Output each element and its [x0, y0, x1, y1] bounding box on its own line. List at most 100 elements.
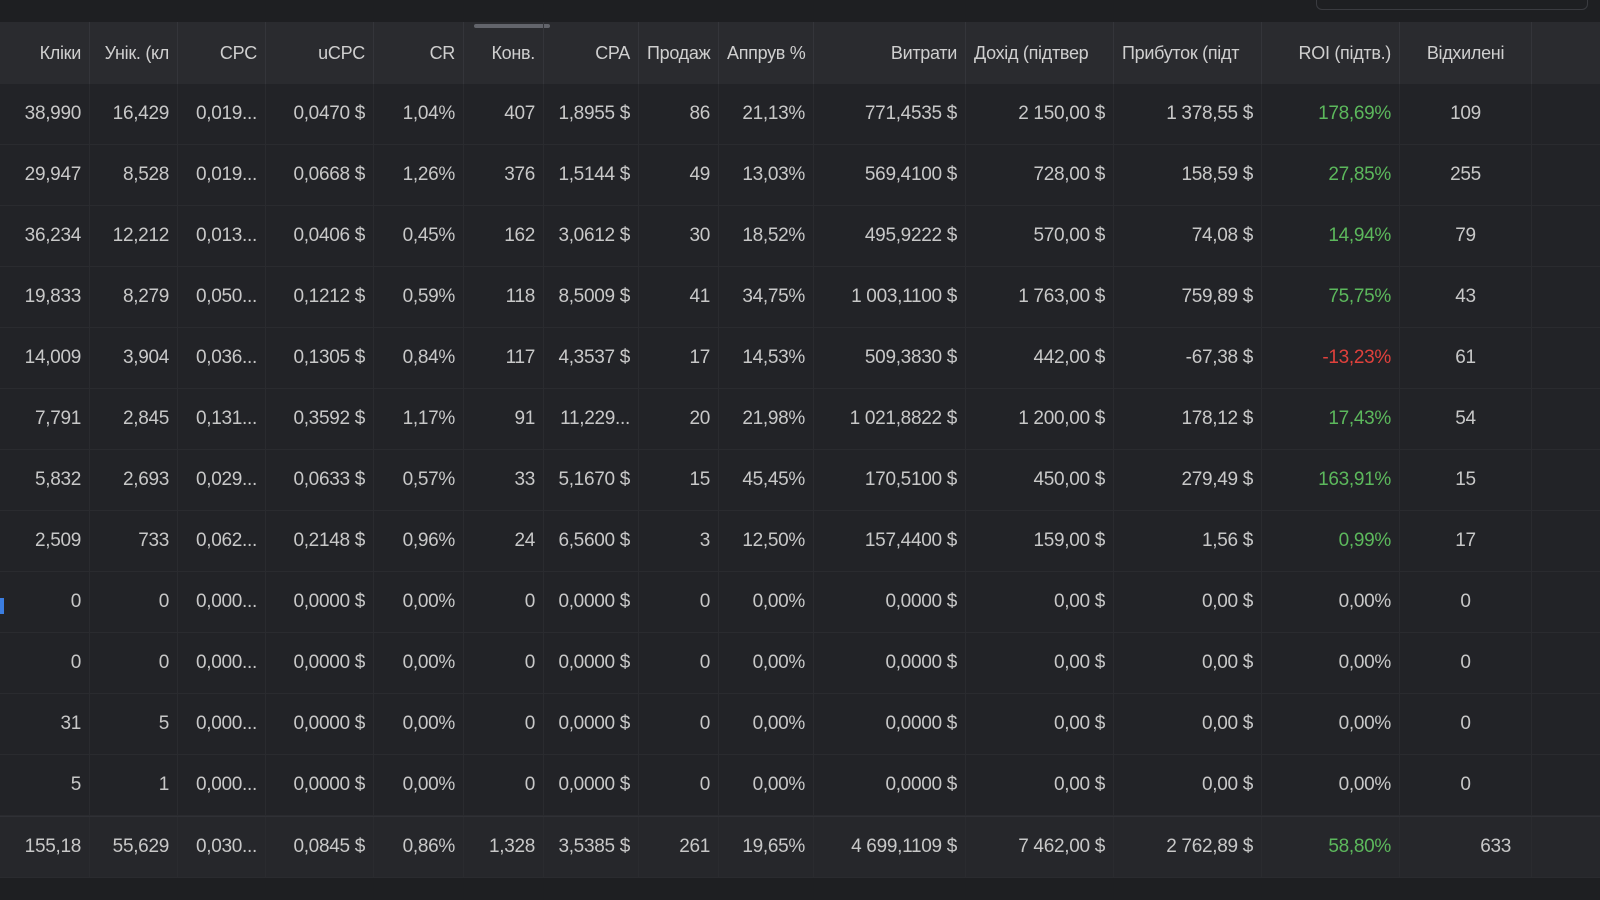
cell-clicks: 31 [0, 694, 90, 754]
col-header-cr[interactable]: CR [374, 22, 464, 84]
cell-unique-clicks: 0 [90, 572, 178, 632]
cell-clicks: 5,832 [0, 450, 90, 510]
cell-profit: 0,00 $ [1114, 633, 1262, 693]
table-row[interactable]: 0 0 0,000... 0,0000 $0,00% 0 0,0000 $0 0,00% 0,… [0, 633, 1600, 694]
cell-unique-clicks: 8,528 [90, 145, 178, 205]
table-row[interactable]: 14,009 3,904 0,036... 0,1305 $0,84% 117 4,353… [0, 328, 1600, 389]
cell-rejected: 17 [1400, 511, 1532, 571]
col-header-costs[interactable]: Витрати [814, 22, 966, 84]
cell-roi: 163,91% [1262, 450, 1400, 510]
col-header-sales[interactable]: Продаж [639, 22, 719, 84]
cell-rejected: 633 [1400, 817, 1532, 877]
cell-cr: 1,17% [374, 389, 464, 449]
cell-ucpc: 0,0633 $ [266, 450, 374, 510]
cell-conversions: 1,328 [464, 817, 544, 877]
col-header-rejected[interactable]: Відхилені [1400, 22, 1532, 84]
cell-costs: 0,0000 $ [814, 694, 966, 754]
cell-approve-rate: 34,75% [719, 267, 814, 327]
cell-cr: 1,04% [374, 84, 464, 144]
cell-cpa: 0,0000 $ [544, 755, 639, 815]
top-toolbar [0, 0, 1600, 22]
table-row[interactable]: 31 5 0,000... 0,0000 $0,00% 0 0,0000 $0 0,00% 0… [0, 694, 1600, 755]
table-header: Кліки Унік. (кл CPC uCPC CR Конв. CPA Продаж Апп… [0, 22, 1600, 84]
col-header-approve-rate[interactable]: Аппрув % [719, 22, 814, 84]
table-row[interactable]: 19,833 8,279 0,050... 0,1212 $0,59% 118 8,500… [0, 267, 1600, 328]
cell-sales: 15 [639, 450, 719, 510]
cell-ucpc: 0,0000 $ [266, 633, 374, 693]
cell-costs: 1 021,8822 $ [814, 389, 966, 449]
col-header-cpc[interactable]: CPC [178, 22, 266, 84]
table-row[interactable]: 0 0 0,000... 0,0000 $0,00% 0 0,0000 $0 0,00% 0,… [0, 572, 1600, 633]
search-input[interactable] [1316, 0, 1588, 10]
cell-approve-rate: 21,13% [719, 84, 814, 144]
table-row[interactable]: 7,791 2,845 0,131... 0,3592 $1,17% 91 11,229.… [0, 389, 1600, 450]
table-row[interactable]: 36,234 12,212 0,013... 0,0406 $0,45% 162 3,06… [0, 206, 1600, 267]
cell-cpc: 0,000... [178, 572, 266, 632]
cell-cpa: 1,8955 $ [544, 84, 639, 144]
stats-table: Кліки Унік. (кл CPC uCPC CR Конв. CPA Продаж Апп… [0, 22, 1600, 878]
cell-clicks: 0 [0, 572, 90, 632]
table-body: 38,990 16,429 0,019... 0,0470 $1,04% 407 1,89… [0, 84, 1600, 816]
cell-profit: 279,49 $ [1114, 450, 1262, 510]
cell-cpa: 0,0000 $ [544, 633, 639, 693]
cell-revenue: 1 763,00 $ [966, 267, 1114, 327]
cell-cpa: 8,5009 $ [544, 267, 639, 327]
cell-conversions: 0 [464, 572, 544, 632]
cell-rejected: 54 [1400, 389, 1532, 449]
cell-revenue: 450,00 $ [966, 450, 1114, 510]
cell-rejected: 0 [1400, 633, 1532, 693]
cell-costs: 509,3830 $ [814, 328, 966, 388]
cell-sales: 261 [639, 817, 719, 877]
table-row[interactable]: 5,832 2,693 0,029... 0,0633 $0,57% 33 5,1670 … [0, 450, 1600, 511]
cell-rejected: 0 [1400, 694, 1532, 754]
col-header-conversions[interactable]: Конв. [464, 22, 544, 84]
cell-roi: 75,75% [1262, 267, 1400, 327]
cell-clicks: 2,509 [0, 511, 90, 571]
cell-unique-clicks: 55,629 [90, 817, 178, 877]
cell-cpa: 6,5600 $ [544, 511, 639, 571]
cell-approve-rate: 45,45% [719, 450, 814, 510]
cell-revenue: 1 200,00 $ [966, 389, 1114, 449]
cell-unique-clicks: 5 [90, 694, 178, 754]
cell-cpa: 0,0000 $ [544, 694, 639, 754]
cell-conversions: 117 [464, 328, 544, 388]
col-header-profit[interactable]: Прибуток (підт [1114, 22, 1262, 84]
cell-profit: 178,12 $ [1114, 389, 1262, 449]
table-row[interactable]: 38,990 16,429 0,019... 0,0470 $1,04% 407 1,89… [0, 84, 1600, 145]
col-header-ucpc[interactable]: uCPC [266, 22, 374, 84]
cell-cr: 0,00% [374, 572, 464, 632]
cell-clicks: 7,791 [0, 389, 90, 449]
cell-roi: 58,80% [1262, 817, 1400, 877]
col-header-revenue[interactable]: Дохід (підтвер [966, 22, 1114, 84]
cell-cr: 0,00% [374, 633, 464, 693]
cell-cpc: 0,000... [178, 755, 266, 815]
cell-roi: 0,00% [1262, 633, 1400, 693]
cell-clicks: 38,990 [0, 84, 90, 144]
cell-profit: 1 378,55 $ [1114, 84, 1262, 144]
cell-rejected: 0 [1400, 755, 1532, 815]
cell-approve-rate: 19,65% [719, 817, 814, 877]
cell-cr: 0,84% [374, 328, 464, 388]
cell-profit: -67,38 $ [1114, 328, 1262, 388]
cell-roi: 0,00% [1262, 694, 1400, 754]
col-header-unique-clicks[interactable]: Унік. (кл [90, 22, 178, 84]
cell-ucpc: 0,0000 $ [266, 694, 374, 754]
cell-costs: 170,5100 $ [814, 450, 966, 510]
table-row[interactable]: 5 1 0,000... 0,0000 $0,00% 0 0,0000 $0 0,00% 0,… [0, 755, 1600, 816]
cell-rejected: 61 [1400, 328, 1532, 388]
totals-row-content[interactable]: 155,18 55,629 0,030... 0,0845 $0,86% 1,328 3,… [0, 816, 1600, 878]
cell-conversions: 91 [464, 389, 544, 449]
cell-roi: 0,99% [1262, 511, 1400, 571]
cell-cpc: 0,030... [178, 817, 266, 877]
col-header-roi[interactable]: ROI (підтв.) [1262, 22, 1400, 84]
col-header-clicks[interactable]: Кліки [0, 22, 90, 84]
cell-cr: 0,00% [374, 755, 464, 815]
cell-cpc: 0,050... [178, 267, 266, 327]
table-row[interactable]: 29,947 8,528 0,019... 0,0668 $1,26% 376 1,514… [0, 145, 1600, 206]
table-row[interactable]: 2,509 733 0,062... 0,2148 $0,96% 24 6,5600 $3… [0, 511, 1600, 572]
cell-sales: 17 [639, 328, 719, 388]
cell-costs: 771,4535 $ [814, 84, 966, 144]
cell-costs: 0,0000 $ [814, 572, 966, 632]
col-header-cpa[interactable]: CPA [544, 22, 639, 84]
totals-row: 155,18 55,629 0,030... 0,0845 $0,86% 1,328 3,… [0, 816, 1600, 878]
